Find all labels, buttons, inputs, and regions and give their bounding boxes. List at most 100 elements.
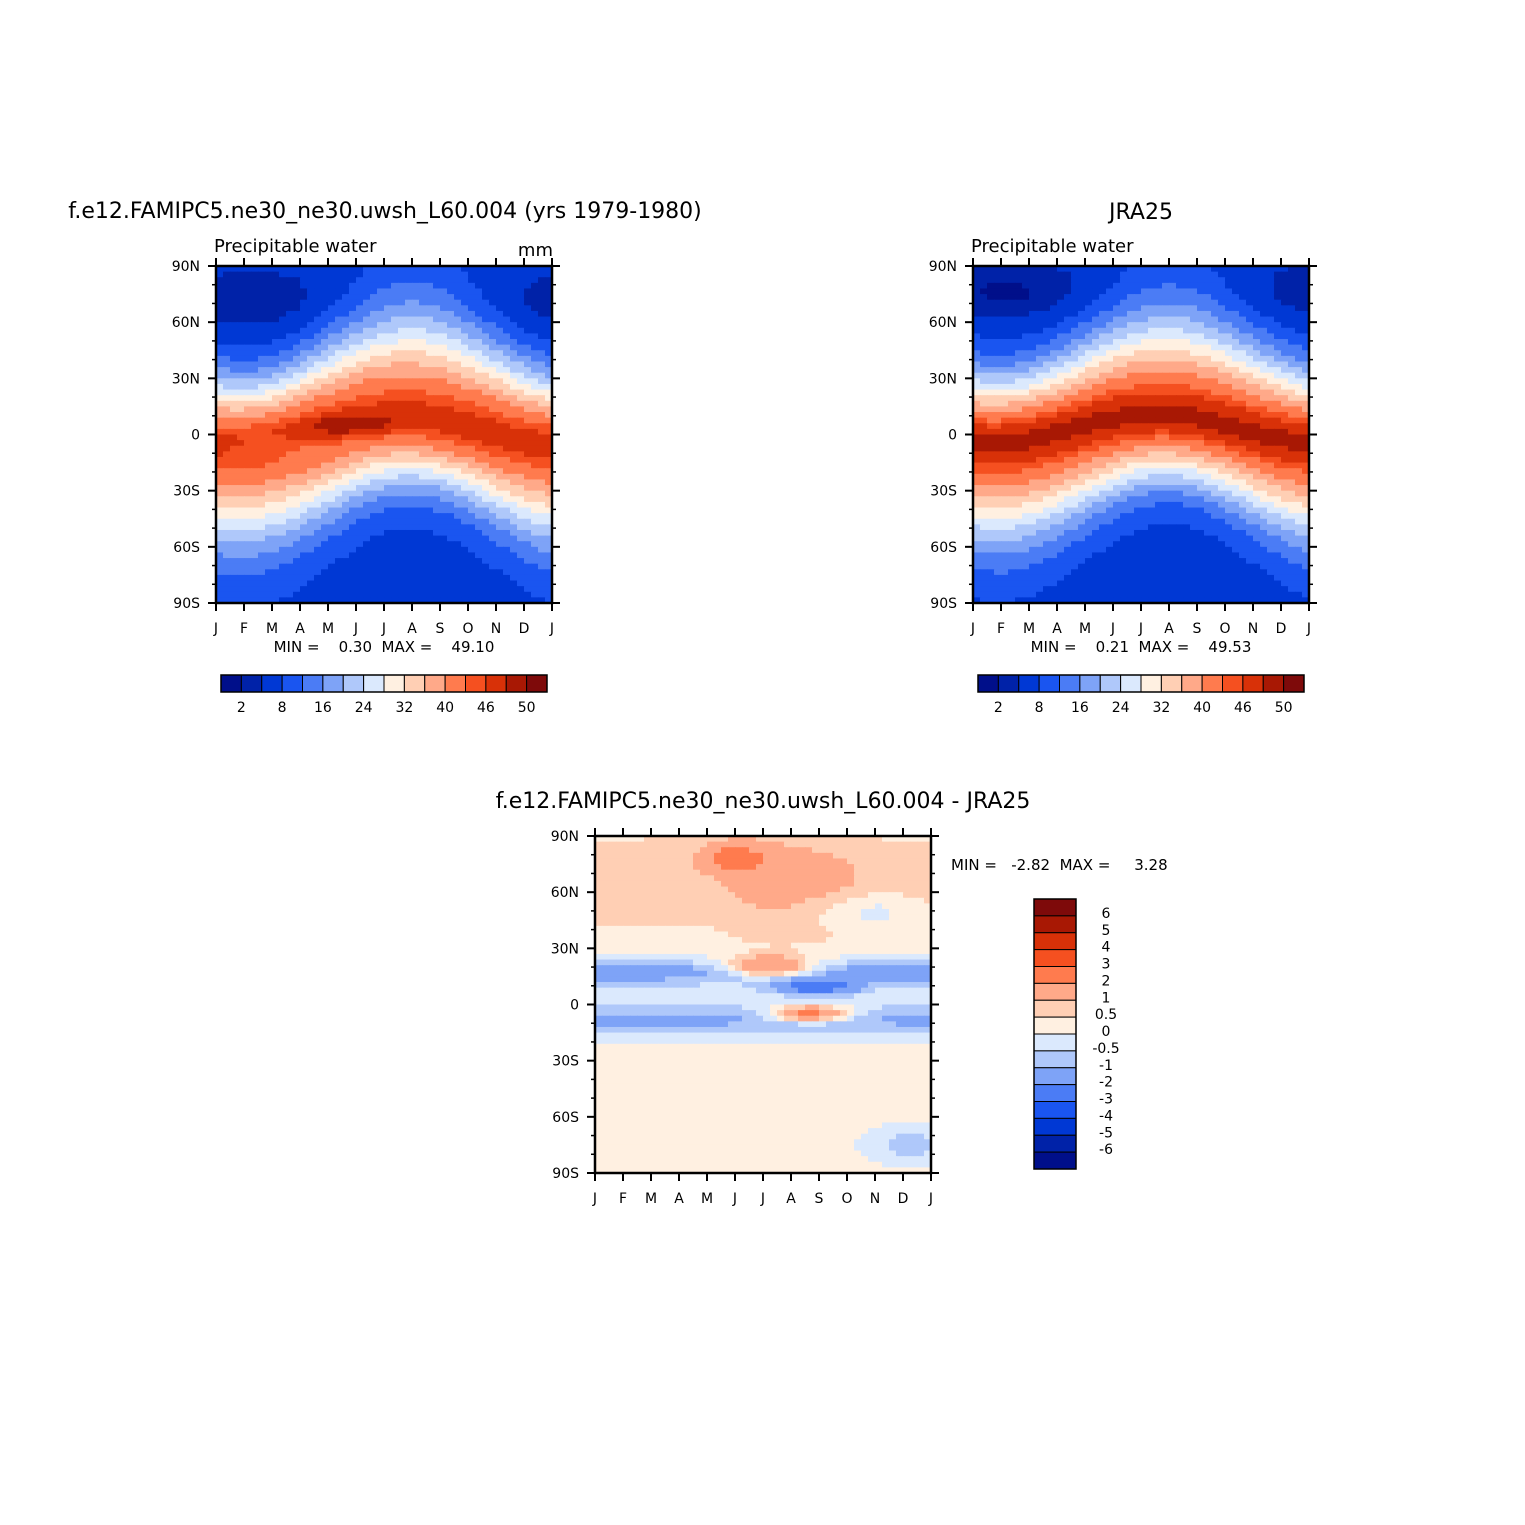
heatmap-cell — [398, 327, 406, 334]
heatmap-cell — [1008, 339, 1016, 346]
heatmap-cell — [1043, 327, 1051, 334]
heatmap-cell — [1022, 462, 1030, 469]
heatmap-cell — [1099, 350, 1107, 357]
heatmap-cell — [454, 288, 462, 295]
heatmap-cell — [279, 361, 287, 368]
heatmap-cell — [1232, 327, 1240, 334]
heatmap-cell — [279, 294, 287, 301]
heatmap-cell — [475, 434, 483, 441]
heatmap-cell — [419, 529, 427, 537]
colorbar-swatch — [342, 674, 365, 693]
heatmap-cell — [265, 327, 273, 334]
heatmap-cell — [973, 479, 981, 486]
heatmap-cell — [538, 541, 546, 548]
heatmap-cell — [279, 355, 287, 363]
heatmap-cell — [1106, 451, 1114, 458]
heatmap-cell — [1050, 327, 1058, 334]
heatmap-cell — [265, 501, 273, 509]
heatmap-cell — [419, 372, 427, 379]
heatmap-cell — [300, 383, 308, 391]
heatmap-cell — [405, 586, 413, 593]
heatmap-cell — [405, 294, 413, 301]
heatmap-cell — [419, 282, 427, 290]
heatmap-cell — [251, 434, 259, 441]
heatmap-cell — [349, 462, 357, 469]
heatmap-cell — [307, 395, 315, 402]
heatmap-cell — [356, 546, 364, 554]
heatmap-cell — [244, 518, 252, 525]
heatmap-cell — [1246, 305, 1254, 312]
heatmap-cell — [1218, 299, 1226, 306]
heatmap-cell — [447, 445, 455, 452]
heatmap-cell — [1001, 277, 1009, 284]
heatmap-cell — [545, 574, 553, 582]
heatmap-cell — [1008, 451, 1016, 458]
heatmap-cell — [321, 428, 329, 436]
heatmap-cell — [1085, 456, 1093, 464]
heatmap-cell — [433, 529, 441, 537]
heatmap-cell — [475, 305, 483, 312]
heatmap-cell — [475, 288, 483, 295]
heatmap-cell — [426, 490, 434, 497]
heatmap-cell — [251, 383, 259, 391]
heatmap-cell — [447, 558, 455, 565]
heatmap-cell — [503, 417, 511, 424]
heatmap-cell — [349, 372, 357, 379]
heatmap-cell — [328, 524, 336, 531]
heatmap-cell — [1057, 395, 1065, 402]
heatmap-cell — [335, 361, 343, 368]
heatmap-cell — [384, 378, 392, 385]
heatmap-cell — [370, 288, 378, 295]
heatmap-cell — [1064, 277, 1072, 284]
heatmap-cell — [433, 333, 441, 340]
heatmap-cell — [517, 468, 525, 475]
heatmap-cell — [1295, 339, 1303, 346]
heatmap-cell — [538, 310, 546, 318]
heatmap-cell — [433, 277, 441, 284]
heatmap-cell — [272, 468, 280, 475]
heatmap-cell — [279, 485, 287, 492]
heatmap-cell — [314, 282, 322, 290]
heatmap-cell — [1127, 350, 1135, 357]
heatmap-cell — [307, 294, 315, 301]
heatmap-cell — [1078, 294, 1086, 301]
heatmap-cell — [223, 271, 231, 278]
heatmap-cell — [440, 440, 448, 447]
heatmap-cell — [1050, 406, 1058, 413]
heatmap-cell — [1176, 299, 1184, 306]
heatmap-cell — [426, 586, 434, 593]
heatmap-cell — [426, 378, 434, 385]
heatmap-cell — [1246, 322, 1254, 329]
heatmap-cell — [328, 574, 336, 582]
heatmap-cell — [1211, 271, 1219, 278]
heatmap-cell — [1057, 473, 1065, 481]
heatmap-cell — [973, 277, 981, 284]
heatmap-cell — [370, 586, 378, 593]
heatmap-cell — [307, 552, 315, 559]
heatmap-cell — [440, 327, 448, 334]
heatmap-cell — [447, 434, 455, 441]
heatmap-cell — [1162, 473, 1170, 481]
heatmap-cell — [342, 344, 350, 351]
heatmap-cell — [279, 383, 287, 391]
heatmap-cell — [1120, 316, 1128, 323]
heatmap-cell — [307, 440, 315, 447]
heatmap-cell — [1204, 299, 1212, 306]
colorbar-swatch — [383, 674, 405, 693]
heatmap-cell — [419, 288, 427, 295]
heatmap-cell — [1155, 277, 1163, 284]
heatmap-cell — [230, 546, 238, 554]
heatmap-cell — [503, 266, 511, 273]
heatmap-cell — [1169, 406, 1177, 413]
heatmap-cell — [1092, 378, 1100, 385]
heatmap-cell — [1064, 294, 1072, 301]
heatmap-cell — [454, 423, 462, 430]
heatmap-cell — [265, 277, 273, 284]
heatmap-cell — [314, 406, 322, 413]
heatmap-cell — [980, 417, 988, 424]
heatmap-cell — [419, 333, 427, 340]
heatmap-cell — [545, 339, 553, 346]
heatmap-cell — [412, 507, 420, 514]
heatmap-cell — [314, 383, 322, 391]
heatmap-cell — [230, 339, 238, 346]
